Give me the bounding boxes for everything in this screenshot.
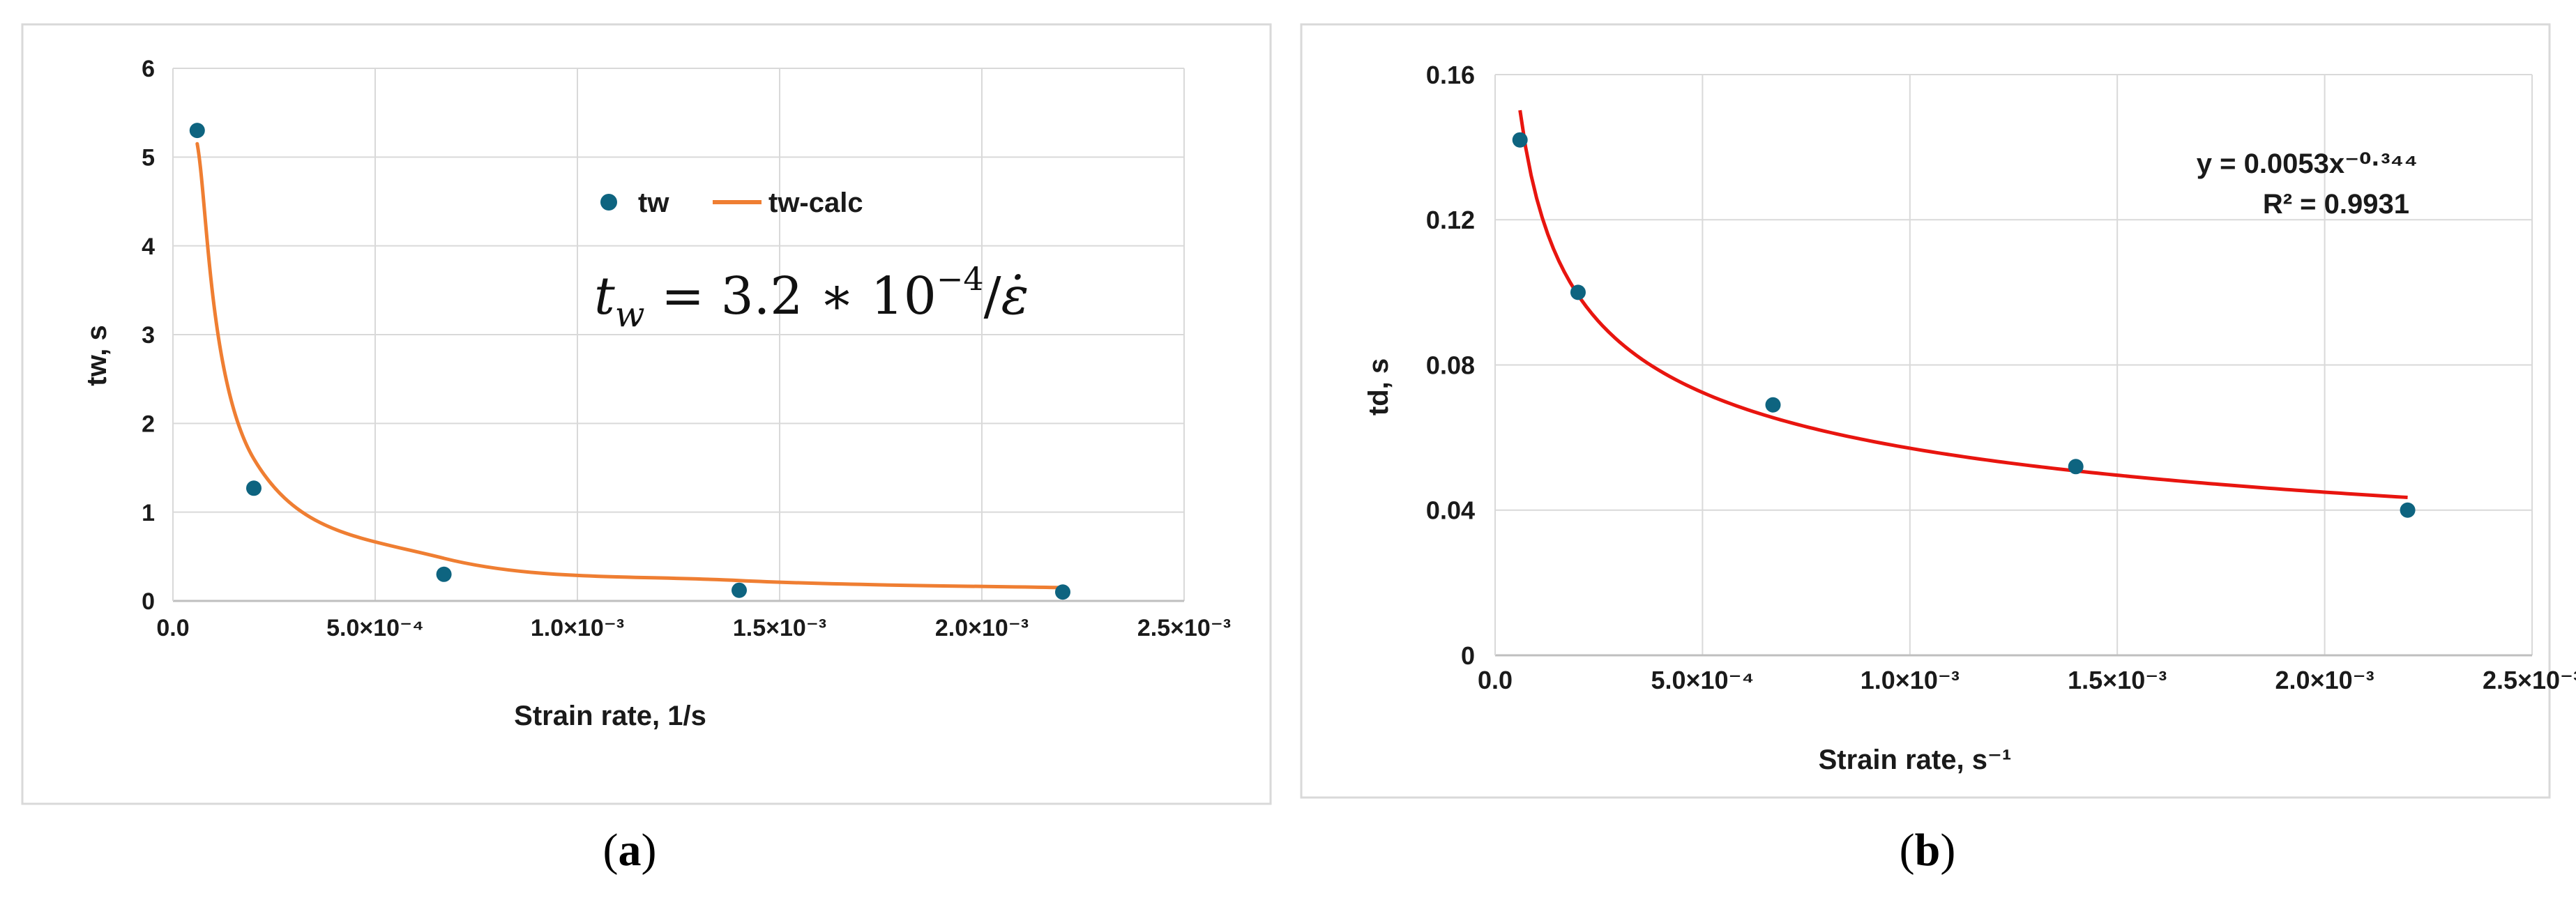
x-tick-label: 0.0 [1478,666,1513,694]
data-point [2400,502,2416,518]
chart-a-curve-layer [195,142,1065,590]
chart-b-x-ticks: 0.0 5.0×10⁻⁴ 1.0×10⁻³ 1.5×10⁻³ 2.0×10⁻³ 2.5×1… [1478,666,2576,694]
chart-a-xlabel: Strain rate, 1/s [514,701,706,731]
x-tick-label: 2.0×10⁻³ [2275,666,2374,694]
x-tick-label: 1.0×10⁻³ [531,615,624,641]
data-point [1570,284,1586,300]
x-tick-label: 2.5×10⁻³ [1137,615,1231,641]
chart-b-ylabel: td, s [1363,358,1394,415]
chart-b-points-layer [1512,132,2416,518]
chart-b-curve-layer [1518,109,2408,500]
chart-b-trend-equation: y = 0.0053x⁻⁰·³⁴⁴ [2197,148,2418,179]
chart-a: 0.0 5.0×10⁻⁴ 1.0×10⁻³ 1.5×10⁻³ 2.0×10⁻³ 2.5×1… [21,23,1272,876]
chart-a-frame [21,23,1272,805]
chart-a-formula: tw = 3.2 ∗ 10−4/ε̇ [594,260,1029,335]
data-point [2068,459,2084,475]
x-tick-label: 1.5×10⁻³ [2068,666,2167,694]
y-tick-label: 0.16 [1426,61,1475,89]
x-tick-label: 0.0 [156,615,189,641]
x-tick-label: 5.0×10⁻⁴ [1651,666,1754,694]
y-tick-label: 0.04 [1426,496,1475,525]
data-point [1512,132,1528,148]
power-trendline [1518,109,2408,500]
chart-a-y-ticks: 0 1 2 3 4 5 6 [142,56,155,615]
chart-b-y-ticks: 0 0.04 0.08 0.12 0.16 [1426,61,1475,670]
x-tick-label: 5.0×10⁻⁴ [326,615,424,641]
chart-b-frame [1300,23,2551,799]
data-point [732,582,747,598]
data-point [246,480,262,496]
chart-b-grid [1494,74,2533,657]
data-point [436,566,452,582]
y-tick-label: 0.12 [1426,206,1475,234]
y-tick-label: 0 [142,588,155,615]
chart-a-x-ticks: 0.0 5.0×10⁻⁴ 1.0×10⁻³ 1.5×10⁻³ 2.0×10⁻³ 2.5×1… [156,615,1231,641]
tw-calc-line [195,142,1065,590]
y-tick-label: 5 [142,145,155,171]
x-tick-label: 1.0×10⁻³ [1861,666,1960,694]
x-tick-label: 1.5×10⁻³ [733,615,826,641]
chart-b-xlabel: Strain rate, s⁻¹ [1819,745,2012,775]
legend-tw-calc-label: tw-calc [768,188,863,218]
legend-tw-label: tw [638,188,669,218]
chart-a-caption: (a) [603,825,657,876]
chart-a-grid [172,68,1185,602]
chart-b-r-squared: R² = 0.9931 [2263,189,2409,220]
y-tick-label: 0 [1461,641,1475,670]
chart-b-caption: (b) [1900,825,1956,876]
chart-a-ylabel: tw, s [82,325,112,386]
y-tick-label: 3 [142,322,155,349]
x-tick-label: 2.0×10⁻³ [935,615,1029,641]
chart-b: 0.0 5.0×10⁻⁴ 1.0×10⁻³ 1.5×10⁻³ 2.0×10⁻³ 2.5×1… [1300,23,2576,876]
y-tick-label: 6 [142,56,155,82]
y-tick-label: 2 [142,411,155,438]
data-point [1765,397,1781,413]
chart-a-points-layer [189,123,1070,600]
legend-tw-marker [600,194,617,211]
x-tick-label: 2.5×10⁻³ [2483,666,2576,694]
y-tick-label: 0.08 [1426,351,1475,379]
data-point [189,123,205,139]
y-tick-label: 4 [142,234,155,260]
data-point [1055,584,1070,600]
y-tick-label: 1 [142,500,155,526]
chart-a-legend: tw tw-calc [600,188,863,218]
